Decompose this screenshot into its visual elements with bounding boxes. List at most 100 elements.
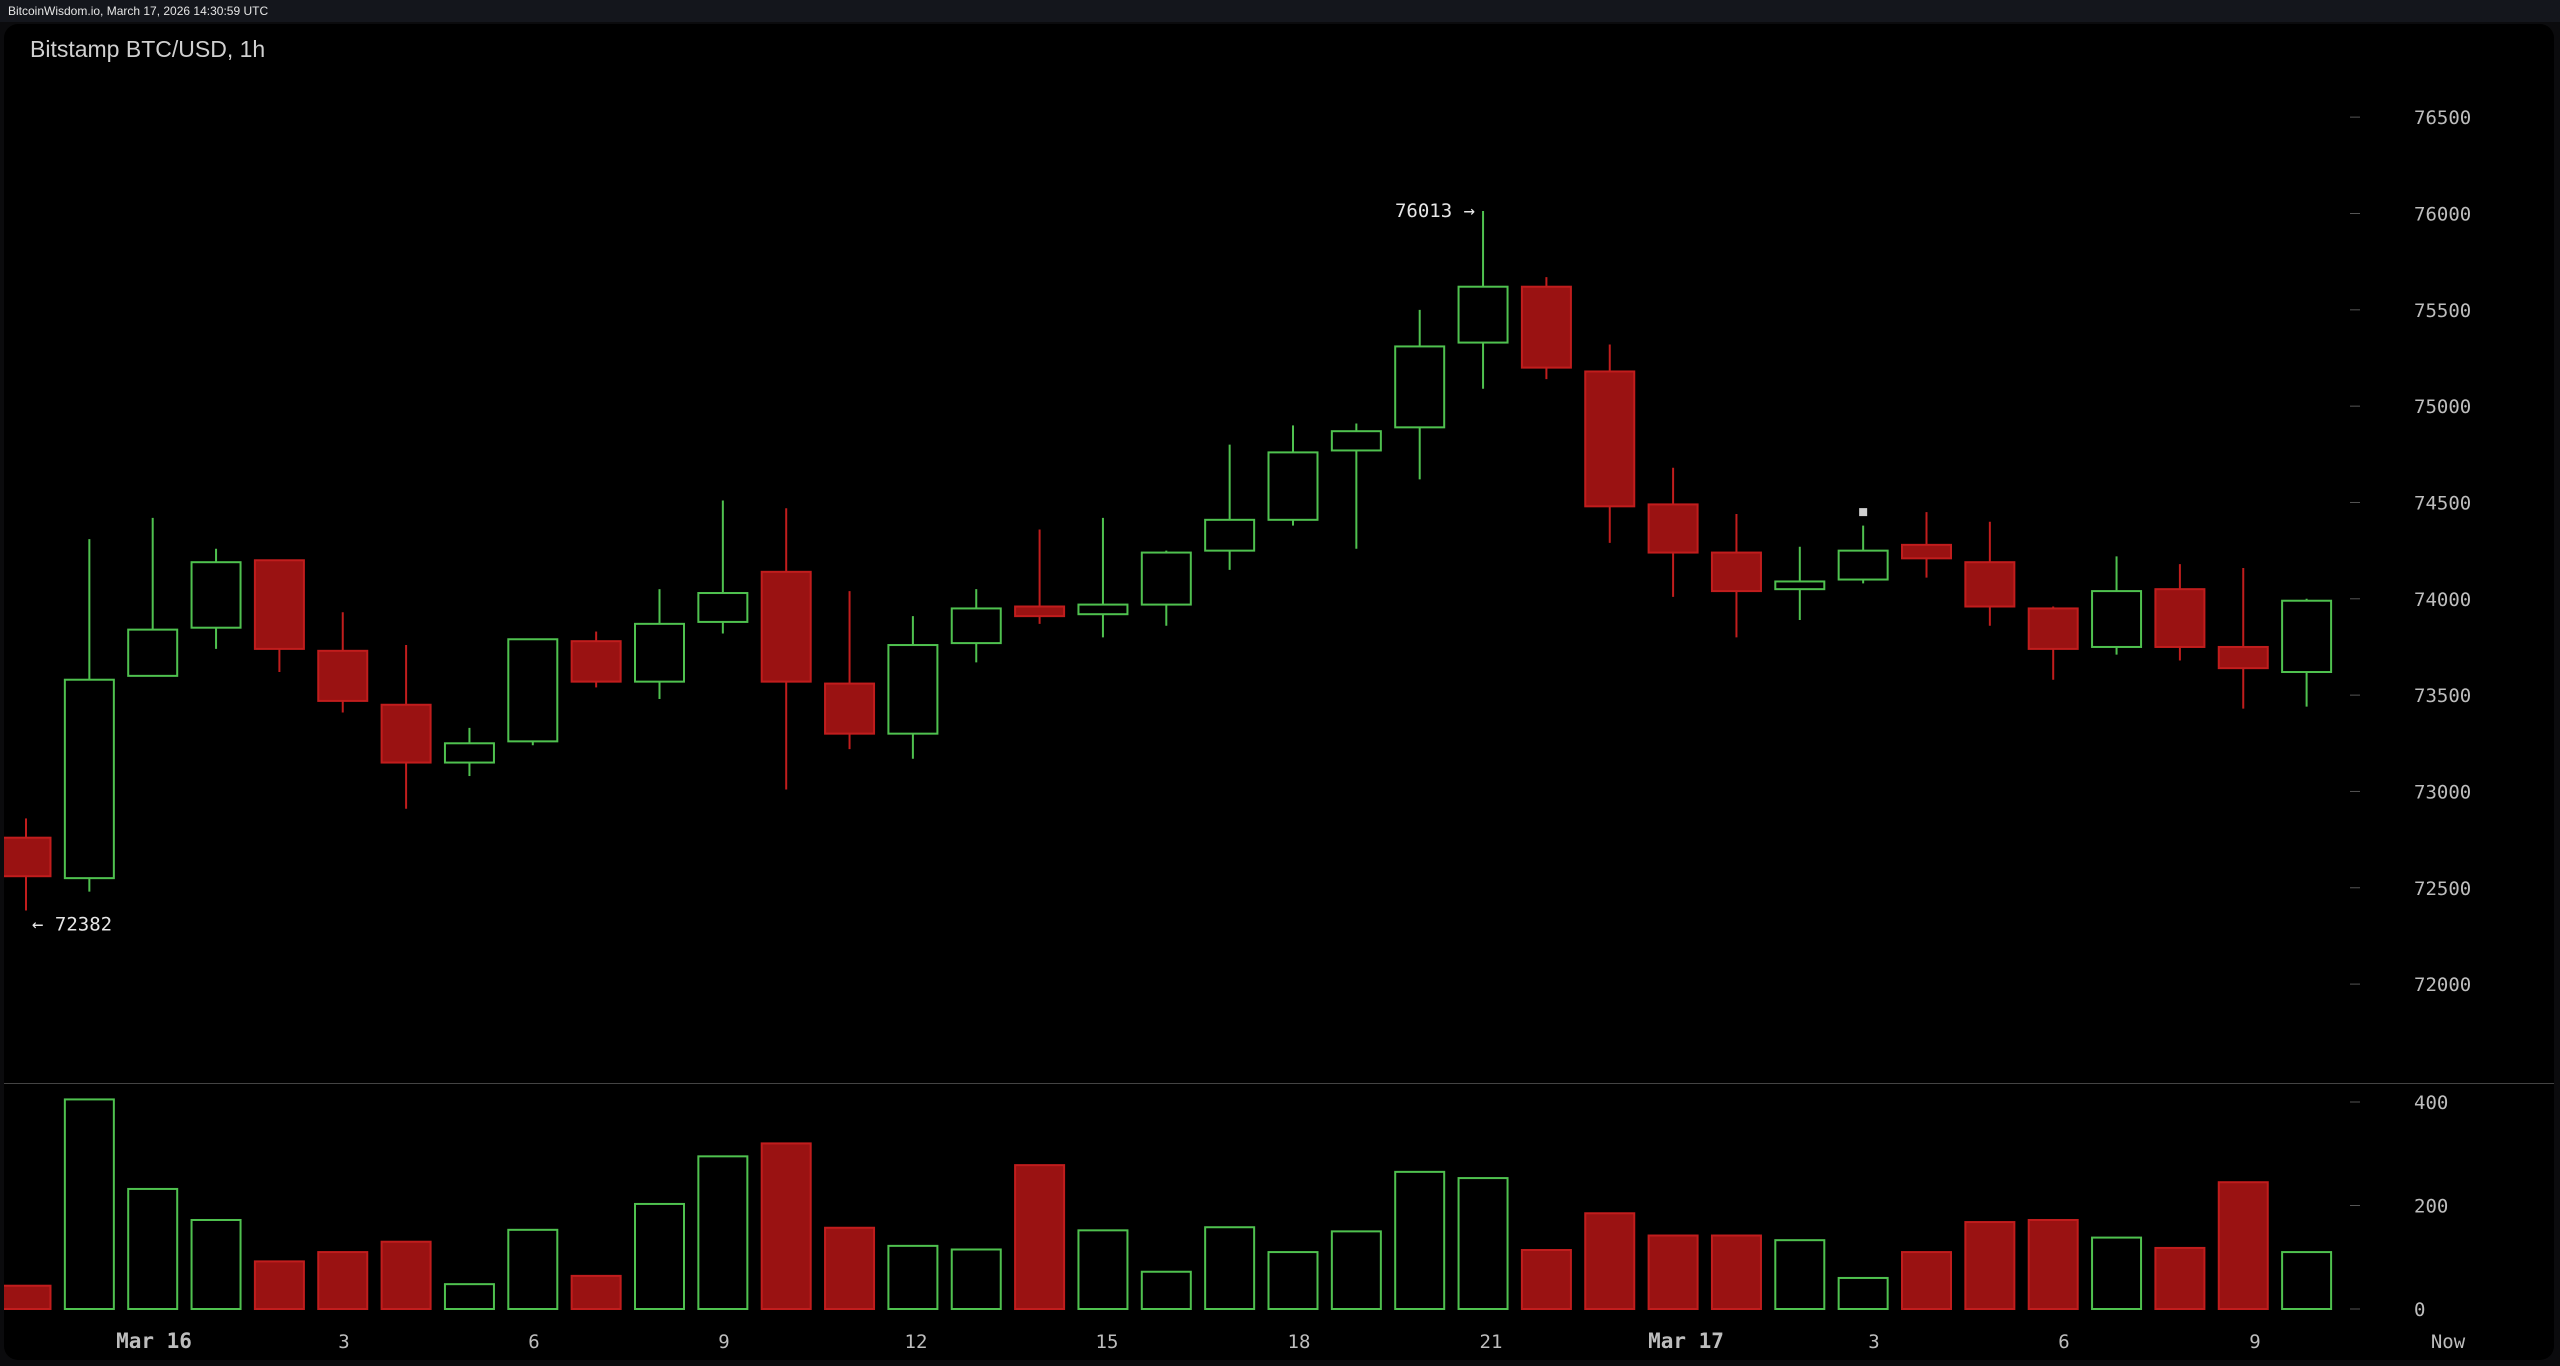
volume-tick-label: 400 — [2414, 1092, 2448, 1114]
volume-bar-down — [2217, 1181, 2269, 1311]
volume-bar-up — [127, 1187, 179, 1310]
volume-bar-down — [1647, 1234, 1699, 1311]
volume-bar-down — [570, 1274, 622, 1311]
time-tick-label: Mar 17 — [1648, 1329, 1724, 1353]
time-tick-label: 15 — [1096, 1331, 1119, 1353]
volume-bar-up — [950, 1248, 1002, 1311]
volume-bar-up — [1267, 1251, 1319, 1310]
volume-bar-up — [1330, 1230, 1382, 1310]
low-annotation: ← 72382 — [32, 914, 112, 936]
candle-body-up — [1330, 430, 1382, 452]
candle-body-up — [1204, 518, 1256, 552]
price-chart[interactable]: 76500 76000 75500 75000 74500 74000 73500 73000… — [4, 24, 2554, 1360]
candle-body-up — [127, 628, 179, 677]
candle-body-down — [1584, 370, 1636, 508]
volume-bar-up — [1837, 1276, 1889, 1310]
time-tick-label: 12 — [905, 1331, 928, 1353]
candle-body-down — [1710, 551, 1762, 593]
volume-bar-up — [63, 1098, 115, 1310]
current-marker — [1859, 508, 1868, 517]
volume-tick-label: 200 — [2414, 1196, 2448, 1218]
volume-bar-down — [380, 1240, 432, 1310]
candle-body-up — [1394, 345, 1446, 429]
candle-body-down — [4, 836, 52, 878]
candle-body-down — [317, 649, 369, 702]
time-tick-label: Now — [2431, 1331, 2466, 1353]
price-tick-label: 72000 — [2414, 974, 2471, 996]
volume-bar-up — [507, 1228, 559, 1311]
volume-bar-down — [2027, 1218, 2079, 1310]
candle-body-up — [697, 592, 749, 623]
volume-bar-up — [634, 1202, 685, 1311]
candle-body-down — [760, 570, 812, 683]
header-text: BitcoinWisdom.io, March 17, 2026 14:30:5… — [8, 4, 269, 18]
candle-body-up — [190, 561, 242, 629]
candle-body-down — [2217, 645, 2269, 670]
candle-body-up — [1774, 580, 1826, 591]
volume-bar-down — [2154, 1246, 2206, 1311]
candle-body-down — [253, 559, 305, 650]
volume-bar-down — [317, 1251, 369, 1310]
high-annotation: 76013 → — [1395, 200, 1475, 222]
time-tick-label: 3 — [338, 1331, 349, 1353]
time-tick-label: 6 — [2058, 1331, 2069, 1353]
candle-body-down — [2154, 588, 2206, 648]
price-tick-label: 72500 — [2414, 878, 2471, 900]
price-tick-label: 76500 — [2414, 107, 2471, 129]
candle-body-down — [1964, 561, 2016, 608]
candle-body-down — [1014, 605, 1066, 618]
volume-bar-up — [697, 1155, 749, 1311]
time-tick-label: 9 — [718, 1331, 729, 1353]
time-tick-label: 21 — [1480, 1331, 1503, 1353]
price-tick-label: 74000 — [2414, 589, 2471, 611]
candle-body-up — [1077, 603, 1129, 616]
volume-bar-up — [190, 1218, 242, 1310]
volume-bar-up — [2281, 1251, 2333, 1310]
volume-bar-down — [1520, 1249, 1572, 1311]
price-tick-label: 73000 — [2414, 781, 2471, 803]
candle-body-down — [1520, 285, 1572, 369]
candle-body-up — [887, 644, 939, 735]
price-tick-label: 73500 — [2414, 685, 2471, 707]
price-tick-label: 76000 — [2414, 204, 2471, 226]
volume-bar-down — [1014, 1164, 1066, 1311]
price-tick-label: 74500 — [2414, 492, 2471, 514]
candle-body-up — [507, 638, 559, 743]
volume-bar-down — [1901, 1251, 1952, 1310]
volume-bar-up — [443, 1283, 495, 1311]
candle-body-up — [950, 607, 1002, 645]
price-tick-label: 75500 — [2414, 300, 2471, 322]
time-tick-label: Mar 16 — [116, 1329, 192, 1353]
volume-bar-up — [1077, 1229, 1129, 1310]
volume-bar-down — [4, 1284, 52, 1311]
volume-bar-down — [1584, 1212, 1636, 1310]
candle-body-up — [634, 622, 685, 683]
volume-bar-down — [824, 1226, 876, 1310]
candle-body-up — [443, 742, 495, 764]
volume-bar-down — [760, 1142, 812, 1311]
volume-bar-up — [887, 1244, 939, 1310]
candle-body-up — [1267, 451, 1319, 521]
volume-bar-up — [1774, 1239, 1826, 1310]
volume-bar-up — [1204, 1226, 1256, 1310]
time-tick-label: 3 — [1868, 1331, 1879, 1353]
candle-body-up — [2281, 599, 2333, 674]
chart-panel: 76500 76000 75500 75000 74500 74000 73500 73000… — [4, 24, 2554, 1360]
window-header: BitcoinWisdom.io, March 17, 2026 14:30:5… — [0, 0, 2560, 22]
volume-bar-up — [2091, 1236, 2143, 1310]
candle-body-up — [1837, 549, 1889, 581]
volume-tick-label: 0 — [2414, 1299, 2425, 1321]
candle-body-up — [2091, 590, 2143, 648]
chart-title: Bitstamp BTC/USD, 1h — [30, 36, 266, 62]
candle-body-down — [570, 640, 622, 683]
candle-body-down — [1647, 503, 1699, 554]
candle-body-up — [63, 678, 115, 880]
time-tick-label: 18 — [1288, 1331, 1311, 1353]
volume-bar-down — [253, 1260, 305, 1311]
volume-bar-down — [1964, 1221, 2016, 1311]
candle-body-down — [2027, 607, 2079, 650]
candle-body-up — [1140, 551, 1192, 606]
price-tick-label: 75000 — [2414, 396, 2471, 418]
volume-bar-down — [1710, 1234, 1762, 1311]
candle-body-up — [1457, 285, 1509, 344]
